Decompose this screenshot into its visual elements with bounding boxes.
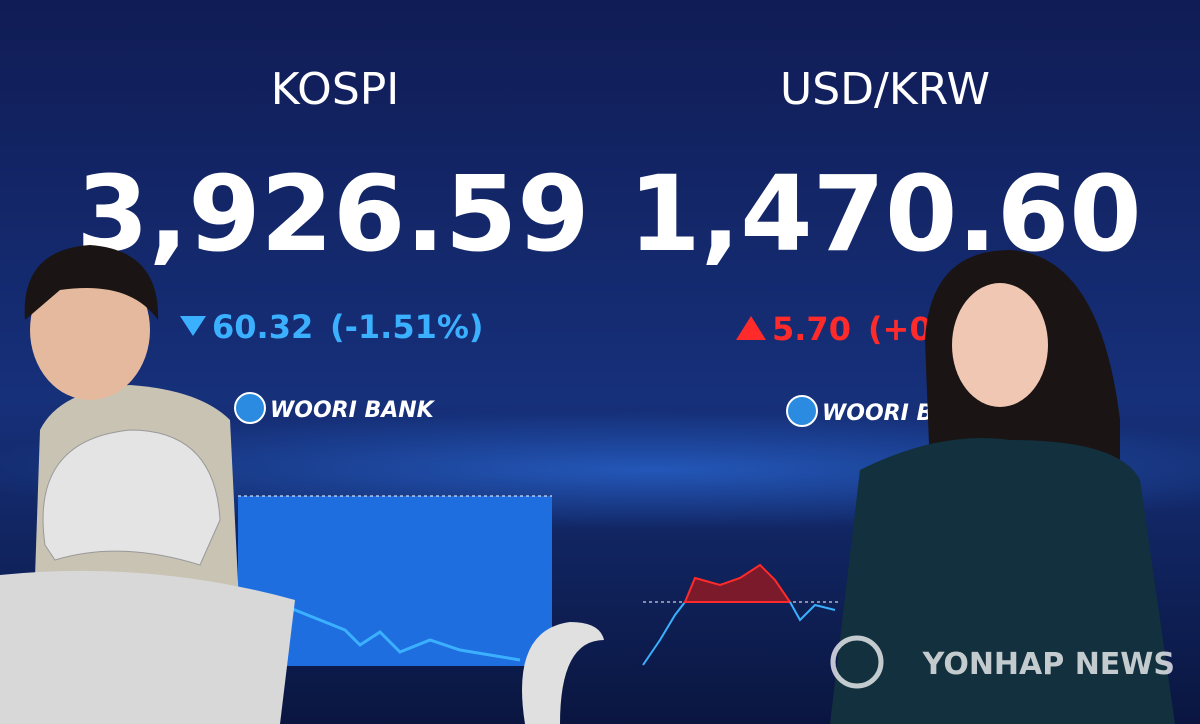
fx-line-down: [789, 601, 836, 622]
watermark: YONHAP NEWS: [922, 647, 1175, 682]
index-line: [289, 606, 521, 662]
logo-icon: [234, 392, 266, 424]
fx-title: USD/KRW: [780, 64, 990, 115]
index-change: 60.32: [212, 308, 313, 346]
fx-change: 5.70: [772, 310, 851, 348]
up-arrow: [736, 316, 766, 340]
index-change-pct: (-1.51%): [330, 308, 484, 346]
man: [0, 245, 604, 724]
bank-logo: WOORI BANK: [270, 398, 436, 423]
fx-line-up: [683, 563, 792, 603]
fx-line-down: [642, 601, 686, 666]
index-title: KOSPI: [271, 64, 400, 115]
woman: [830, 250, 1175, 724]
fx-value: 1,470.60: [628, 153, 1141, 275]
index-value: 3,926.59: [76, 153, 589, 275]
down-arrow: [180, 316, 206, 336]
watermark-icon: [830, 635, 884, 689]
logo-icon: [786, 395, 818, 427]
